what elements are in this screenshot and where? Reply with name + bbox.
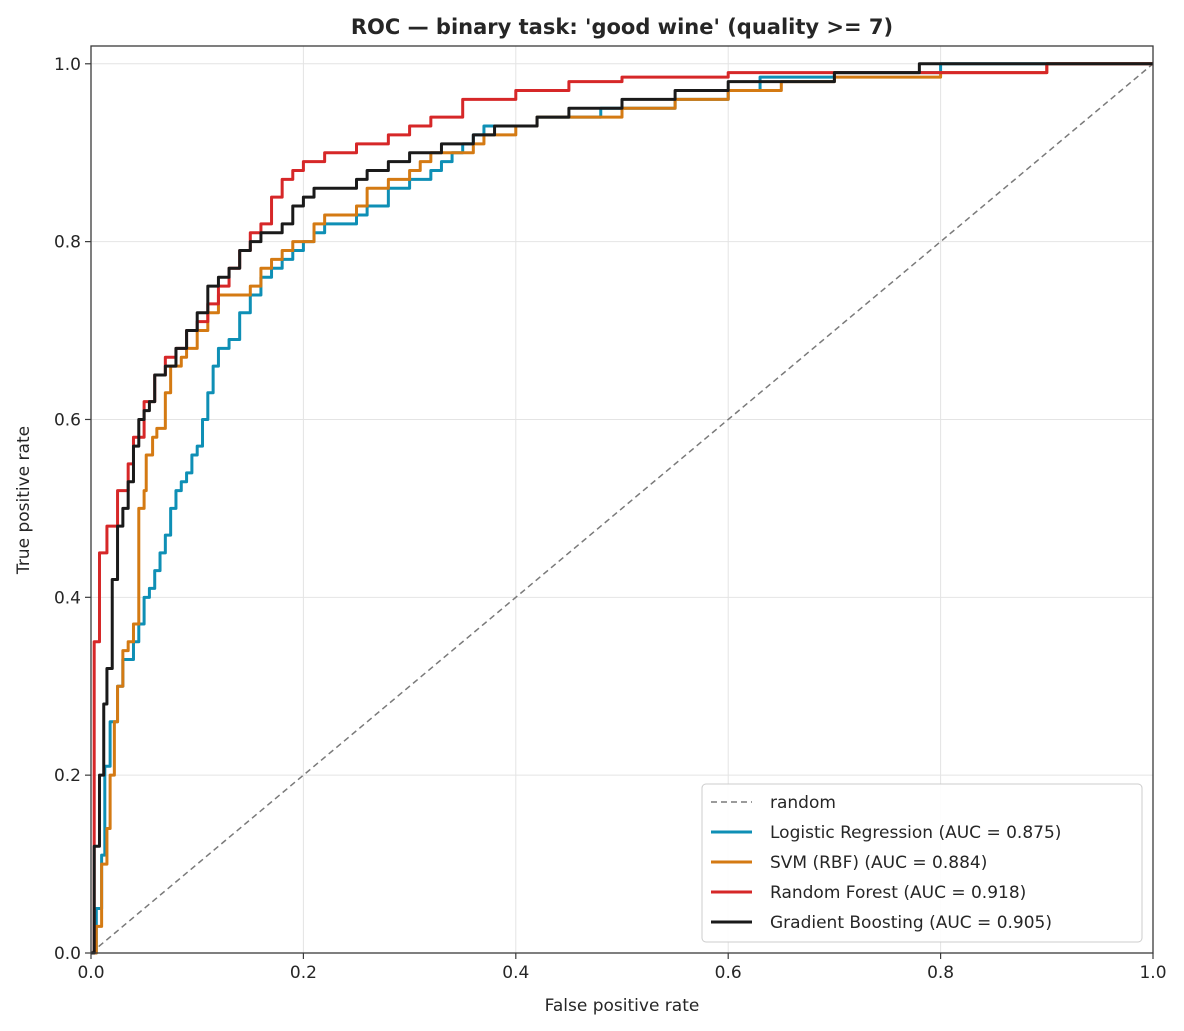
random-diagonal-line (90, 63, 1154, 954)
legend-label: SVM (RBF) (AUC = 0.884) (770, 853, 987, 873)
x-tick-label: 0.6 (715, 963, 742, 983)
x-axis-label: False positive rate (545, 996, 700, 1016)
grid (90, 46, 1154, 954)
y-tick-label: 1.0 (54, 55, 81, 75)
x-tick-label: 0.4 (502, 963, 529, 983)
chart-title: ROC — binary task: 'good wine' (quality … (351, 15, 893, 39)
y-tick-label: 0.8 (54, 233, 81, 253)
diagonal-layer (90, 63, 1154, 954)
y-tick-label: 0.2 (54, 766, 81, 786)
legend-box (701, 783, 1143, 943)
roc-series-line-3 (91, 62, 1153, 955)
plot-frame (90, 45, 1154, 954)
y-axis-ticks: 0.0 0.2 0.4 0.6 0.8 1.0 (54, 55, 91, 964)
series-layer (91, 62, 1153, 955)
x-tick-label: 0.8 (927, 963, 954, 983)
x-tick-label: 0.0 (77, 963, 104, 983)
x-axis-ticks: 0.0 0.2 0.4 0.6 0.8 1.0 (77, 953, 1167, 983)
y-tick-label: 0.0 (54, 944, 81, 964)
legend: random Logistic Regression (AUC = 0.875) S… (701, 783, 1143, 943)
legend-label: random (770, 793, 836, 813)
legend-label: Random Forest (AUC = 0.918) (770, 883, 1026, 903)
x-tick-label: 1.0 (1139, 963, 1166, 983)
legend-label: Logistic Regression (AUC = 0.875) (770, 823, 1061, 843)
y-axis-label: True positive rate (14, 426, 34, 575)
y-tick-label: 0.4 (54, 588, 81, 608)
legend-entries: random Logistic Regression (AUC = 0.875) S… (711, 793, 1061, 933)
legend-label: Gradient Boosting (AUC = 0.905) (770, 913, 1052, 933)
y-tick-label: 0.6 (54, 410, 81, 430)
x-tick-label: 0.2 (290, 963, 317, 983)
